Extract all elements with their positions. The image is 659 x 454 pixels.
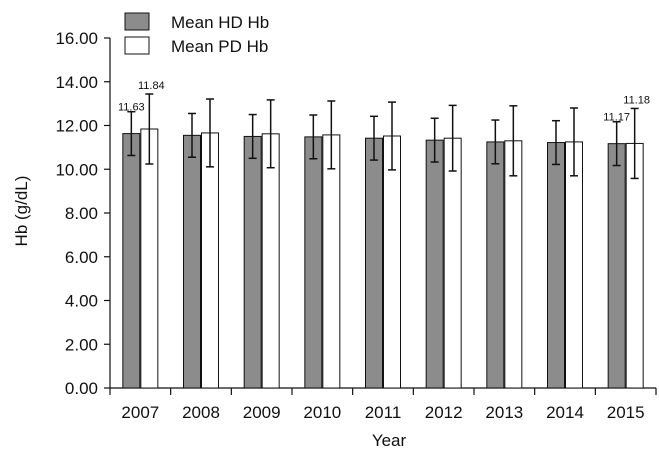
bar-hd [365, 137, 383, 389]
y-ticks: 0.00 2.00 4.00 6.00 8.00 10.00 12.00 14.00 16.00 [55, 29, 110, 398]
bar-pd [261, 133, 280, 389]
bar-hd [183, 134, 201, 389]
bar-pd [504, 140, 523, 389]
bar-hd [547, 142, 565, 389]
y-tick-label: 12.00 [55, 117, 98, 136]
x-tick-label: 2014 [546, 403, 584, 422]
x-tick-label: 2009 [243, 403, 281, 422]
x-tick-label: 2013 [485, 403, 523, 422]
bar-pd [322, 134, 341, 389]
legend: Mean HD Hb Mean PD Hb [124, 12, 269, 56]
y-tick-label: 6.00 [65, 248, 98, 267]
legend-swatch-hd [124, 12, 150, 31]
bar-hd [607, 143, 626, 389]
data-labels: 11.63 11.84 11.17 11.18 [118, 80, 650, 124]
y-tick-label: 16.00 [55, 29, 98, 48]
x-tick-label: 2010 [303, 403, 341, 422]
bar-hd [243, 135, 262, 389]
bars [122, 128, 644, 389]
error-bars [127, 93, 639, 180]
bar-pd [443, 137, 462, 389]
data-label: 11.63 [118, 102, 145, 114]
bar-pd [201, 132, 219, 389]
bar-hd [304, 136, 323, 389]
x-tick-label: 2007 [121, 403, 159, 422]
bar-hd [425, 139, 444, 389]
bar-pd [625, 142, 644, 389]
x-tick-label: 2008 [182, 403, 220, 422]
y-tick-label: 14.00 [55, 73, 98, 92]
y-axis-title: Hb (g/dL) [12, 176, 31, 247]
bar-pd [565, 141, 583, 389]
x-tick-label: 2012 [425, 403, 463, 422]
x-tick-label: 2015 [607, 403, 645, 422]
y-tick-label: 4.00 [65, 292, 98, 311]
legend-label-pd: Mean PD Hb [171, 37, 268, 56]
legend-label-hd: Mean HD Hb [171, 13, 269, 32]
bar-hd [486, 141, 505, 389]
y-tick-label: 10.00 [55, 160, 98, 179]
y-tick-label: 8.00 [65, 204, 98, 223]
data-label: 11.18 [623, 94, 650, 106]
bar-pd [383, 135, 401, 389]
bar-hd [122, 133, 141, 389]
x-ticks: 2007 2008 2009 2010 2011 2012 2013 2014 2015 [109, 388, 657, 422]
data-label: 11.17 [603, 112, 630, 124]
y-tick-label: 2.00 [65, 335, 98, 354]
bar-pd [140, 128, 159, 389]
x-axis-title: Year [372, 431, 407, 450]
legend-swatch-pd [124, 36, 150, 55]
y-tick-label: 0.00 [65, 379, 98, 398]
x-tick-label: 2011 [365, 403, 402, 422]
data-label: 11.84 [138, 80, 165, 92]
